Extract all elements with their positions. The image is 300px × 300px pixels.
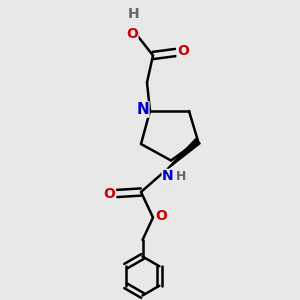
Text: O: O: [155, 209, 167, 223]
Text: O: O: [177, 44, 189, 58]
Text: N: N: [162, 169, 174, 183]
Text: O: O: [103, 187, 116, 200]
Text: H: H: [176, 170, 186, 183]
Text: N: N: [136, 102, 149, 117]
Polygon shape: [165, 139, 200, 171]
Text: O: O: [126, 28, 138, 41]
Text: H: H: [128, 7, 139, 20]
